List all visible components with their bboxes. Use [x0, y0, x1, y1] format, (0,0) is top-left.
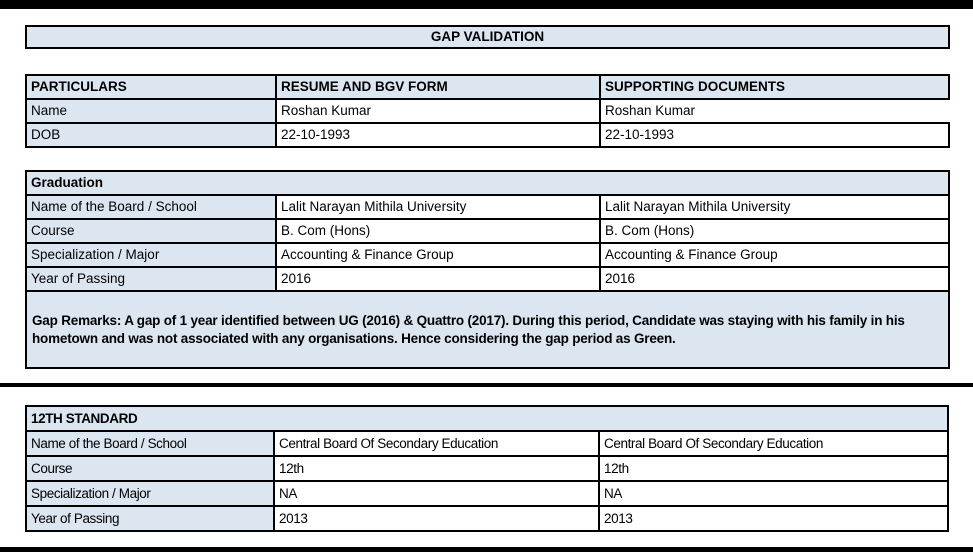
table-row-dob: DOB 22-10-1993 22-10-1993 [25, 122, 950, 148]
table-row-year-of-passing: Year of Passing 2013 2013 [25, 505, 949, 532]
table-row-specialization: Specialization / Major Accounting & Fina… [25, 242, 950, 268]
row-label-cell: Course [25, 455, 275, 482]
row-label-cell: Specialization / Major [25, 242, 277, 268]
table-row-board-school: Name of the Board / School Lalit Narayan… [25, 194, 950, 220]
supporting-value-cell: Central Board Of Secondary Education [598, 430, 949, 457]
row-label-cell: Name of the Board / School [25, 430, 275, 457]
section-header-row: Graduation [25, 170, 950, 196]
top-border-bar [0, 0, 973, 9]
supporting-value-cell: Roshan Kumar [599, 98, 949, 124]
table-row-name: Name Roshan Kumar Roshan Kumar [25, 98, 949, 124]
table-row-course: Course 12th 12th [25, 455, 949, 482]
row-label-cell: Course [25, 218, 277, 244]
section-divider [0, 383, 973, 387]
section-header-graduation: Graduation [25, 170, 950, 196]
supporting-value-cell: Accounting & Finance Group [599, 242, 950, 268]
page-title: GAP VALIDATION [25, 25, 950, 49]
resume-value-cell: 12th [273, 455, 600, 482]
row-label-cell: Specialization / Major [25, 480, 275, 507]
row-label-cell: Name of the Board / School [25, 194, 277, 220]
gap-remarks-cell: Gap Remarks: A gap of 1 year identified … [25, 290, 950, 369]
supporting-value-cell: NA [598, 480, 949, 507]
resume-value-cell: NA [273, 480, 600, 507]
column-header-resume-bgv: RESUME AND BGV FORM [275, 74, 601, 100]
gap-remarks-row: Gap Remarks: A gap of 1 year identified … [25, 290, 950, 369]
column-header-supporting-docs: SUPPORTING DOCUMENTS [599, 74, 950, 100]
table-row-board-school: Name of the Board / School Central Board… [25, 430, 949, 457]
supporting-value-cell: B. Com (Hons) [599, 218, 950, 244]
row-label-cell: Name [25, 98, 277, 124]
resume-value-cell: 22-10-1993 [275, 122, 601, 148]
row-label-cell: Year of Passing [25, 266, 277, 292]
row-label-cell: Year of Passing [25, 505, 275, 532]
table-row-specialization: Specialization / Major NA NA [25, 480, 949, 507]
section-header-12th-standard: 12TH STANDARD [25, 405, 949, 432]
resume-value-cell: B. Com (Hons) [275, 218, 601, 244]
supporting-value-cell: 22-10-1993 [599, 122, 950, 148]
column-header-particulars: PARTICULARS [25, 74, 277, 100]
resume-value-cell: Lalit Narayan Mithila University [275, 194, 601, 220]
resume-value-cell: 2016 [275, 266, 601, 292]
section-header-row: 12TH STANDARD [25, 405, 949, 432]
graduation-table: Graduation Name of the Board / School La… [25, 170, 950, 369]
twelfth-standard-table: 12TH STANDARD Name of the Board / School… [25, 405, 949, 532]
table-row-course: Course B. Com (Hons) B. Com (Hons) [25, 218, 950, 244]
supporting-value-cell: 2013 [598, 505, 949, 532]
table-header-row: PARTICULARS RESUME AND BGV FORM SUPPORTI… [25, 74, 950, 100]
resume-value-cell: Roshan Kumar [275, 98, 601, 124]
candidate-details-table: PARTICULARS RESUME AND BGV FORM SUPPORTI… [25, 74, 950, 148]
bottom-border-bar [0, 547, 973, 552]
supporting-value-cell: 2016 [599, 266, 950, 292]
resume-value-cell: 2013 [273, 505, 600, 532]
resume-value-cell: Central Board Of Secondary Education [273, 430, 600, 457]
table-row-year-of-passing: Year of Passing 2016 2016 [25, 266, 950, 292]
supporting-value-cell: Lalit Narayan Mithila University [599, 194, 950, 220]
row-label-cell: DOB [25, 122, 277, 148]
supporting-value-cell: 12th [598, 455, 949, 482]
resume-value-cell: Accounting & Finance Group [275, 242, 601, 268]
